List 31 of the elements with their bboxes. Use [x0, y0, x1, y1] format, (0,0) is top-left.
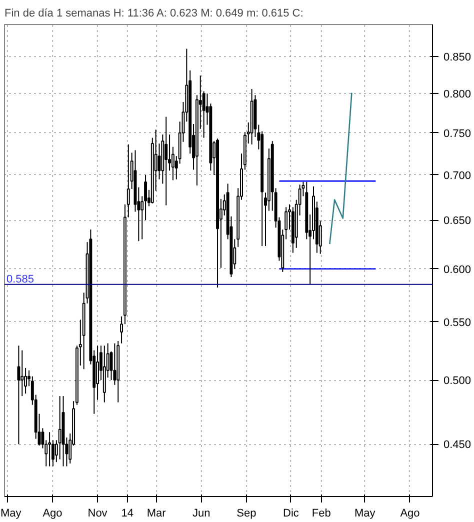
x-tick-label: May: [354, 508, 376, 520]
candlestick: [48, 432, 52, 467]
x-tick-label: Nov: [88, 508, 108, 520]
candlestick: [17, 345, 20, 445]
x-tick-label: Sep: [236, 508, 256, 520]
y-tick-label: 0.800: [444, 88, 472, 101]
y-tick-label: 0.650: [444, 215, 472, 228]
y-tick-label: 0.500: [444, 375, 472, 387]
candlestick: [164, 116, 168, 206]
candlestick: [96, 345, 100, 400]
x-tick-label: Ago: [42, 508, 62, 520]
candlestick: [120, 316, 124, 344]
y-tick-label: 0.550: [444, 316, 472, 329]
line-series: [329, 92, 352, 245]
x-tick-label: 14: [121, 508, 134, 520]
y-tick-label: 0.450: [444, 439, 472, 452]
x-tick-label: Jun: [192, 508, 210, 520]
candlestick: [58, 396, 62, 460]
y-tick-label: 0.700: [444, 170, 472, 182]
x-tick-label: Dic: [283, 508, 300, 520]
chart-title: Fin de día 1 semanas H: 11:36 A: 0.623 M: 0.649 m: 0.615 C:: [4, 8, 304, 20]
y-tick-label: 0.850: [444, 52, 472, 64]
x-tick-label: Ago: [400, 508, 420, 520]
candlestick: [113, 342, 116, 386]
y-tick-label: 0.600: [444, 264, 472, 276]
candlestick: [20, 350, 24, 397]
y-tick-label: 0.750: [444, 128, 472, 140]
x-tick-label: May: [0, 508, 22, 520]
x-tick-label: Mar: [146, 508, 166, 520]
ref-line-label: 0.585: [6, 273, 34, 286]
x-tick-label: Feb: [312, 508, 331, 520]
